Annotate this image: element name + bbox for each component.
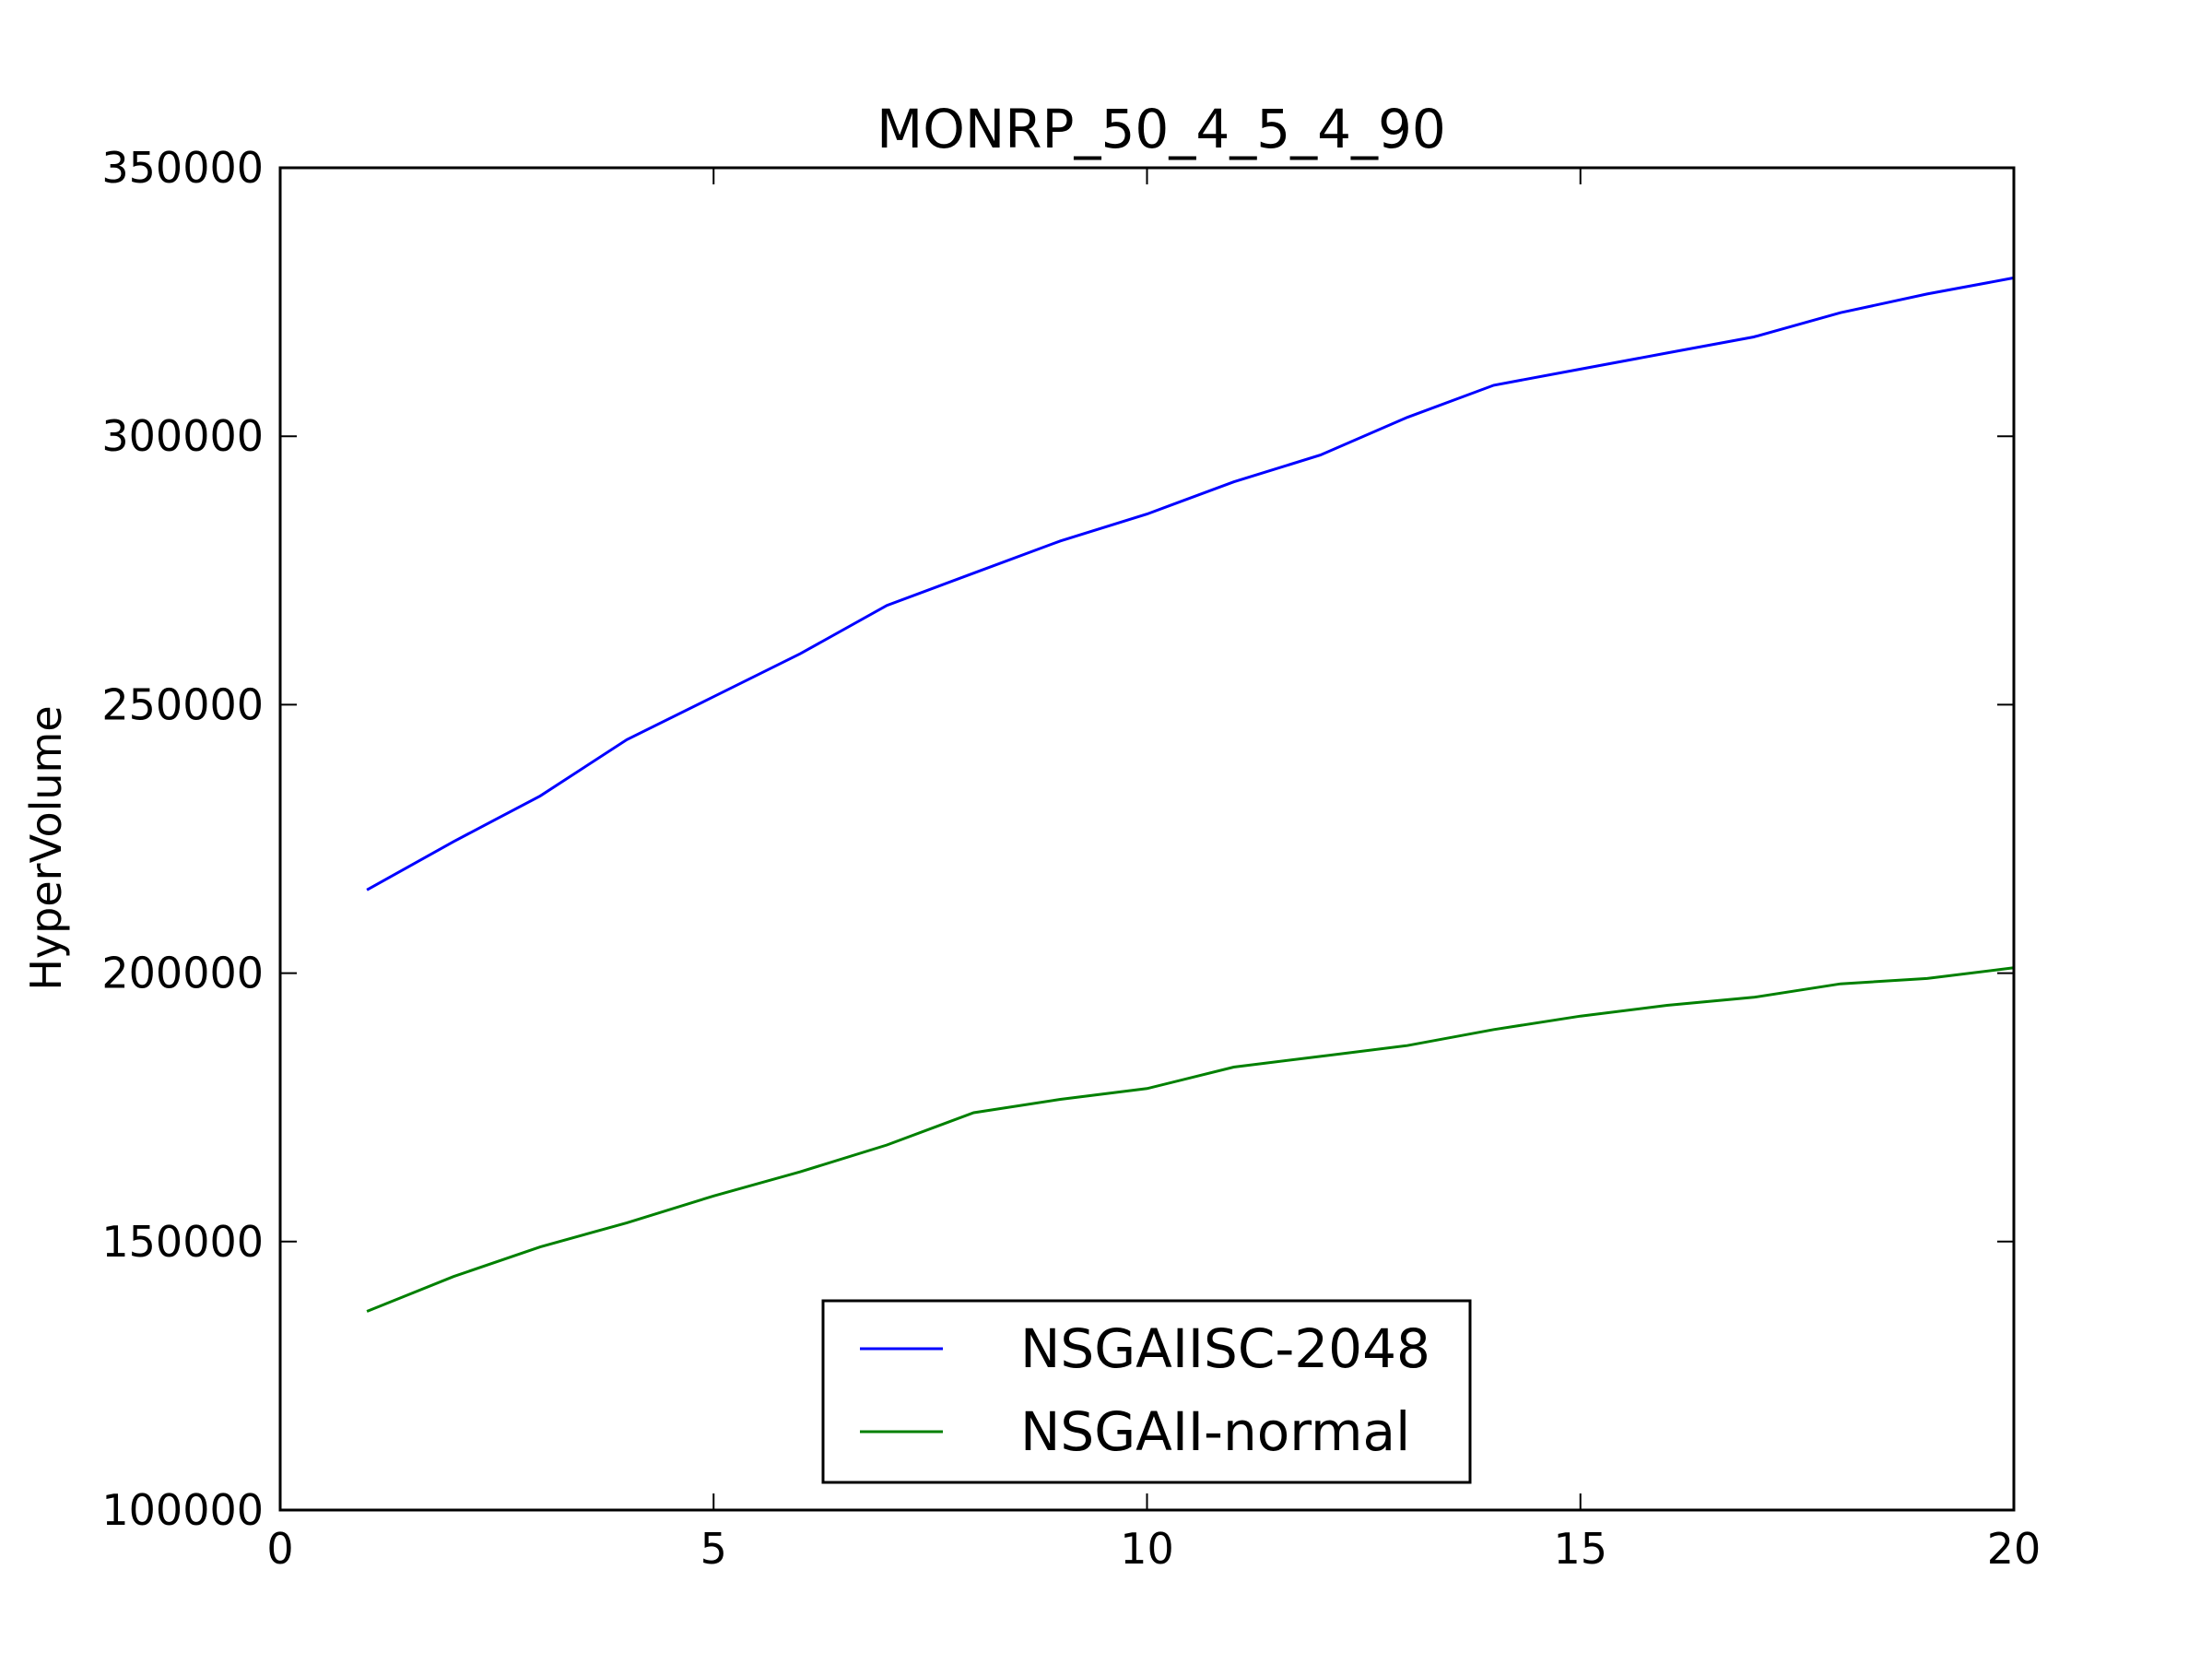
- legend-label: NSGAII-normal: [1020, 1400, 1410, 1463]
- y-tick-label: 150000: [101, 1217, 264, 1267]
- y-tick-label: 250000: [101, 679, 264, 729]
- series-line-0: [366, 276, 2015, 891]
- y-tick-label: 300000: [101, 411, 264, 461]
- series-line-1: [366, 966, 2015, 1313]
- plot-area: [366, 276, 2015, 1313]
- x-tick-label: 10: [1120, 1524, 1174, 1574]
- y-tick-label: 350000: [101, 143, 264, 193]
- legend-label: NSGAIISC-2048: [1020, 1317, 1430, 1380]
- x-tick-label: 20: [1987, 1524, 2041, 1574]
- legend: NSGAIISC-2048 NSGAII-normal: [821, 1299, 1472, 1484]
- y-tick-label: 200000: [101, 949, 264, 998]
- axis-ticks: 0 5 10 15 20 100000 150000 200000 250000 300000 35…: [101, 143, 2041, 1574]
- x-tick-label: 5: [700, 1524, 727, 1574]
- chart-title: MONRP_50_4_5_4_90: [877, 98, 1446, 160]
- y-tick-label: 100000: [101, 1485, 264, 1535]
- y-axis-label: HyperVolume: [21, 705, 71, 990]
- x-tick-label: 0: [266, 1524, 293, 1574]
- x-tick-label: 15: [1553, 1524, 1607, 1574]
- legend-box: [821, 1299, 1472, 1484]
